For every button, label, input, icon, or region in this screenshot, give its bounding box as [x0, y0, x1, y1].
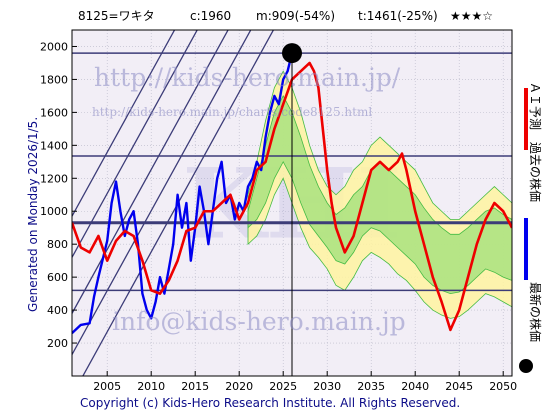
- series-line-0: [72, 52, 294, 335]
- forecast-band-inner: [247, 95, 512, 295]
- plot-frame: [71, 29, 513, 377]
- watermark-url-sub: http://kids-hero.main.jp/charts/code8125…: [92, 105, 372, 119]
- x-tick-label-2: 2015: [181, 380, 209, 393]
- y-tick-label-2: 600: [47, 271, 68, 284]
- x-tick-label-5: 2030: [313, 380, 341, 393]
- series-line-1: [72, 61, 512, 332]
- x-tick-label-7: 2040: [401, 380, 429, 393]
- target-price: t:1461(-25%): [358, 9, 438, 23]
- plot-clip-group: KHIhttp://kids-hero.main.jp/http://kids-…: [72, 30, 512, 376]
- current-price: c:1960: [190, 9, 231, 23]
- mean-price: m:909(-54%): [256, 9, 335, 23]
- copyright: Copyright (c) Kids-Hero Research Institu…: [80, 396, 460, 410]
- x-tick-label-8: 2045: [445, 380, 473, 393]
- legend: ＡＩ予測 過去の株価 最新の株価: [519, 82, 543, 373]
- y-tick-label-0: 200: [47, 337, 68, 350]
- legend-past-label: 過去の株価: [528, 142, 543, 202]
- x-tick-label-0: 2005: [93, 380, 121, 393]
- y-tick-label-7: 1600: [40, 106, 68, 119]
- x-tick-label-4: 2025: [269, 380, 297, 393]
- y-tick-label-1: 400: [47, 304, 68, 317]
- y-tick-label-5: 1200: [40, 172, 68, 185]
- x-tick-label-1: 2010: [137, 380, 165, 393]
- y-tick-label-3: 800: [47, 238, 68, 251]
- legend-latest-dot: [519, 359, 533, 373]
- star-rating: ★★★☆: [450, 9, 493, 23]
- legend-latest-label: 最新の株価: [528, 282, 543, 342]
- plot-area: KHIhttp://kids-hero.main.jp/http://kids-…: [40, 29, 517, 393]
- trend-line-0: [72, 30, 229, 314]
- generated-label: Generated on Monday 2026/1/5.: [26, 117, 40, 312]
- y-tick-label-8: 1800: [40, 73, 68, 86]
- x-tick-label-3: 2020: [225, 380, 253, 393]
- trend-line-2: [72, 30, 198, 258]
- y-tick-label-6: 1400: [40, 139, 68, 152]
- trend-line-3: [72, 30, 176, 217]
- x-tick-label-6: 2035: [357, 380, 385, 393]
- legend-ai-label: ＡＩ予測: [528, 82, 542, 130]
- x-tick-label-9: 2050: [489, 380, 517, 393]
- stock-code: 8125=ワキタ: [78, 9, 155, 23]
- watermark-email: info@kids-hero.main.jp: [112, 307, 406, 336]
- trend-line-4: [82, 30, 275, 376]
- y-tick-label-9: 2000: [40, 40, 68, 53]
- current-price-marker: [282, 43, 302, 64]
- watermark-url: http://kids-hero.main.jp/: [94, 63, 401, 92]
- y-tick-label-4: 1000: [40, 205, 68, 218]
